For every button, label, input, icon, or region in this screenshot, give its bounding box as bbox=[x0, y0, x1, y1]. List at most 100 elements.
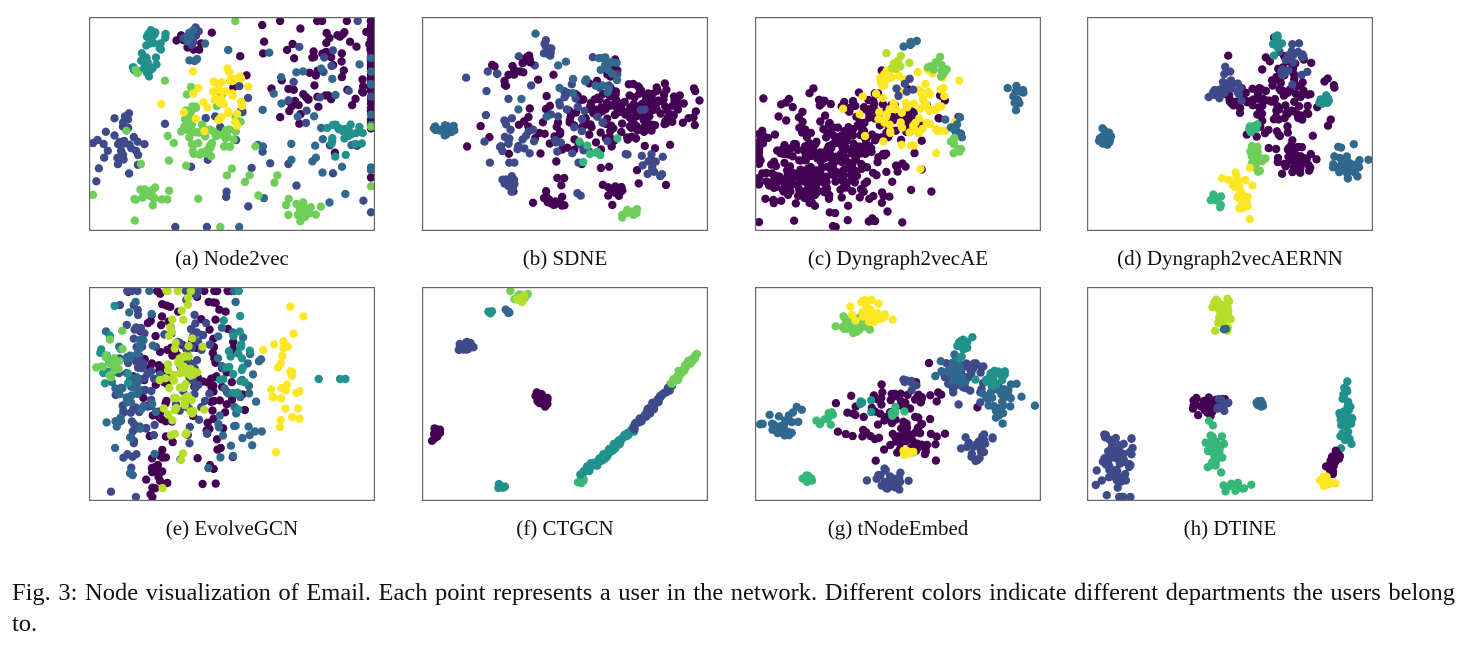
scatter-point bbox=[877, 481, 886, 490]
scatter-point bbox=[1121, 476, 1131, 485]
scatter-point bbox=[207, 383, 216, 392]
scatter-point bbox=[880, 466, 890, 475]
scatter-point bbox=[542, 91, 551, 101]
subfigure-caption: (b) SDNE bbox=[392, 246, 738, 271]
scatter-point bbox=[803, 472, 812, 481]
scatter-point bbox=[524, 51, 534, 60]
scatter-point bbox=[366, 67, 375, 76]
scatter-point bbox=[276, 113, 285, 122]
scatter-point bbox=[148, 341, 157, 350]
scatter-point bbox=[222, 187, 231, 196]
scatter-point bbox=[852, 171, 862, 181]
scatter-point bbox=[1302, 154, 1311, 164]
scatter-point bbox=[228, 89, 237, 98]
scatter-point bbox=[1127, 450, 1136, 459]
scatter-point bbox=[281, 200, 291, 210]
scatter-point bbox=[537, 395, 547, 405]
scatter-point bbox=[991, 380, 1001, 389]
scatter-point bbox=[555, 98, 564, 107]
scatter-point bbox=[934, 102, 943, 111]
scatter-point bbox=[940, 91, 949, 101]
scatter-point bbox=[485, 158, 495, 167]
scatter-point bbox=[163, 360, 173, 369]
scatter-point bbox=[207, 28, 216, 37]
scatter-point bbox=[1290, 97, 1299, 107]
scatter-point bbox=[219, 375, 228, 384]
scatter-point bbox=[232, 109, 242, 118]
scatter-point bbox=[1298, 50, 1307, 59]
scatter-point bbox=[211, 479, 220, 488]
scatter-point bbox=[193, 287, 203, 296]
scatter-point bbox=[133, 385, 143, 395]
scatter-point bbox=[984, 401, 993, 410]
scatter-point bbox=[812, 416, 821, 425]
scatter-point bbox=[161, 374, 170, 383]
scatter-point bbox=[648, 89, 657, 99]
scatter-point bbox=[224, 45, 233, 55]
scatter-point bbox=[877, 198, 887, 207]
scatter-point bbox=[366, 173, 375, 182]
scatter-point bbox=[163, 195, 172, 204]
scatter-point bbox=[1328, 163, 1338, 172]
scatter-plot-dyngraph2vecaernn bbox=[1087, 17, 1373, 231]
scatter-point bbox=[495, 482, 505, 492]
scatter-point bbox=[245, 171, 254, 180]
scatter-point bbox=[109, 361, 118, 370]
scatter-point bbox=[289, 329, 298, 338]
scatter-point bbox=[1119, 439, 1128, 448]
scatter-point bbox=[606, 127, 615, 136]
scatter-point bbox=[504, 149, 514, 158]
scatter-point bbox=[872, 315, 881, 324]
scatter-point bbox=[1204, 393, 1213, 402]
scatter-point bbox=[120, 112, 130, 121]
scatter-point bbox=[1343, 377, 1352, 386]
scatter-point bbox=[189, 89, 198, 98]
scatter-point bbox=[555, 83, 564, 93]
scatter-point bbox=[913, 67, 923, 77]
scatter-point bbox=[328, 120, 338, 130]
scatter-point bbox=[887, 73, 896, 82]
scatter-point bbox=[791, 199, 800, 208]
scatter-point bbox=[155, 363, 165, 372]
scatter-point bbox=[352, 42, 361, 51]
scatter-point bbox=[914, 413, 923, 422]
scatter-point bbox=[880, 416, 889, 425]
scatter-point bbox=[831, 399, 841, 408]
scatter-point bbox=[869, 97, 878, 106]
scatter-point bbox=[1216, 192, 1226, 201]
scatter-point bbox=[337, 72, 347, 82]
scatter-point bbox=[136, 159, 146, 169]
scatter-point bbox=[461, 73, 471, 82]
scatter-point bbox=[169, 138, 179, 148]
scatter-point bbox=[888, 315, 897, 324]
scatter-point bbox=[235, 72, 245, 81]
scatter-point bbox=[769, 157, 779, 166]
scatter-point bbox=[1353, 172, 1362, 181]
scatter-point bbox=[292, 199, 301, 209]
figure-label: Fig. 3: bbox=[12, 579, 78, 606]
scatter-point bbox=[270, 178, 279, 187]
scatter-point bbox=[279, 343, 288, 353]
scatter-point bbox=[1103, 447, 1113, 456]
scatter-point bbox=[293, 112, 302, 121]
scatter-point bbox=[366, 99, 375, 108]
scatter-point bbox=[1289, 162, 1298, 172]
scatter-point bbox=[344, 86, 353, 96]
scatter-point bbox=[1127, 434, 1136, 443]
scatter-point bbox=[229, 369, 238, 379]
scatter-point bbox=[826, 420, 835, 429]
scatter-point bbox=[163, 287, 172, 296]
scatter-point bbox=[905, 74, 914, 83]
scatter-point bbox=[629, 207, 639, 216]
scatter-point bbox=[843, 408, 852, 417]
scatter-point bbox=[877, 380, 886, 389]
scatter-point bbox=[1289, 58, 1298, 67]
scatter-point bbox=[209, 298, 218, 307]
scatter-point bbox=[857, 164, 866, 174]
scatter-point bbox=[954, 400, 963, 409]
scatter-point bbox=[258, 142, 268, 151]
scatter-point bbox=[257, 427, 266, 436]
scatter-point bbox=[857, 298, 866, 307]
scatter-point bbox=[765, 410, 774, 419]
scatter-point bbox=[949, 139, 958, 149]
